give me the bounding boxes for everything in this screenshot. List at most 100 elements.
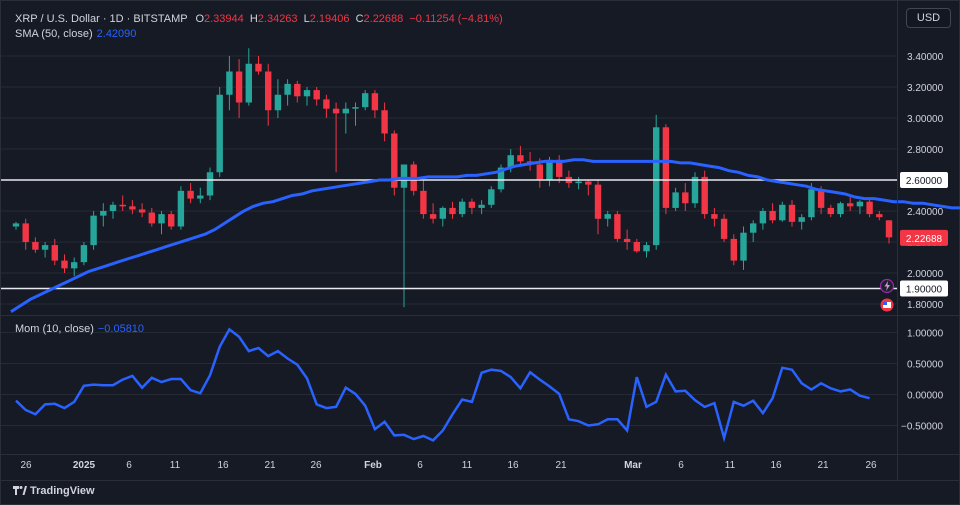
- candle: [61, 254, 68, 273]
- candle-body: [71, 262, 78, 269]
- candle: [71, 257, 78, 277]
- candle: [623, 229, 631, 250]
- candle-body: [206, 172, 214, 196]
- candle-body: [41, 245, 49, 250]
- candle: [197, 187, 204, 204]
- level-badge-low: 1.90000: [900, 280, 948, 297]
- candle: [119, 195, 126, 211]
- candle: [391, 130, 398, 196]
- candle-body: [362, 93, 369, 108]
- candle-body: [226, 71, 233, 95]
- candle: [129, 200, 136, 215]
- candle-body: [517, 155, 524, 162]
- time-tick-label: 26: [865, 460, 877, 471]
- tradingview-logo[interactable]: TradingView: [13, 485, 95, 497]
- symbol-title[interactable]: XRP / U.S. Dollar · 1D · BITSTAMP: [15, 13, 188, 25]
- chart-canvas[interactable]: 1.800002.000002.200002.400002.600002.800…: [1, 1, 960, 481]
- candle: [371, 90, 379, 118]
- candle: [633, 238, 640, 253]
- candle-body: [798, 217, 805, 222]
- candle: [711, 207, 718, 227]
- candle-body: [381, 110, 388, 134]
- candle-body: [158, 214, 165, 224]
- time-tick-label: 16: [507, 460, 519, 471]
- candle-body: [759, 211, 767, 224]
- time-tick-label: 6: [678, 460, 684, 471]
- lightning-icon[interactable]: [879, 278, 895, 294]
- candle: [294, 80, 301, 103]
- candle: [876, 211, 883, 221]
- logo-text: TradingView: [30, 485, 95, 497]
- candle: [866, 198, 873, 218]
- candle: [90, 211, 97, 250]
- candle-body: [420, 190, 427, 215]
- candle: [837, 201, 844, 218]
- candle: [400, 164, 408, 308]
- candle-body: [682, 192, 689, 204]
- currency-button[interactable]: USD: [906, 8, 951, 28]
- candle: [691, 172, 699, 208]
- candle: [827, 204, 834, 218]
- momentum-legend[interactable]: Mom (10, close) −0.05810: [15, 323, 144, 335]
- candle-body: [274, 94, 282, 111]
- candle-body: [788, 204, 796, 222]
- candle: [604, 211, 611, 227]
- candle: [41, 242, 49, 258]
- candle-body: [507, 155, 514, 168]
- candle-body: [352, 107, 359, 109]
- candle-body: [623, 238, 631, 242]
- candle-body: [391, 133, 398, 188]
- candle-body: [556, 159, 563, 177]
- momentum-tick-label: −0.50000: [901, 422, 943, 433]
- candle: [459, 198, 466, 218]
- candle: [187, 183, 194, 204]
- candle: [342, 102, 349, 134]
- candle-body: [187, 190, 194, 199]
- close-value: 2.22688: [363, 13, 404, 25]
- main-legend: XRP / U.S. Dollar · 1D · BITSTAMP O2.339…: [15, 12, 503, 42]
- candle: [255, 56, 262, 75]
- candle: [284, 79, 291, 106]
- candle-body: [323, 99, 330, 109]
- candle-body: [129, 206, 136, 210]
- candle-body: [400, 164, 408, 188]
- candle: [313, 87, 320, 106]
- price-tick-label: 2.00000: [907, 269, 944, 280]
- price-tick-label: 2.40000: [907, 207, 944, 218]
- candle-body: [332, 108, 340, 114]
- time-tick-label: 16: [770, 460, 782, 471]
- candle: [720, 214, 728, 242]
- candle-body: [827, 207, 834, 215]
- candle-body: [109, 204, 117, 211]
- candle: [750, 220, 757, 242]
- candle-body: [876, 214, 883, 218]
- candle: [80, 242, 88, 266]
- candle-body: [730, 238, 737, 261]
- tradingview-icon: [13, 486, 27, 495]
- candle-body: [691, 176, 699, 204]
- candle: [449, 201, 456, 219]
- candle-body: [779, 204, 786, 221]
- candle-body: [720, 218, 728, 239]
- flag-icon[interactable]: [880, 298, 894, 312]
- candle: [138, 203, 146, 218]
- candle: [323, 94, 330, 118]
- candle: [362, 90, 369, 111]
- candle-body: [371, 93, 379, 111]
- level-badge-low-text: 1.90000: [906, 285, 943, 296]
- candle: [740, 226, 747, 270]
- candle-body: [342, 108, 349, 114]
- candle-body: [633, 242, 640, 252]
- candle: [51, 238, 58, 266]
- sma-legend[interactable]: SMA (50, close) 2.42090: [15, 27, 503, 42]
- pane-separator: [1, 315, 960, 316]
- candle-body: [575, 181, 582, 184]
- candle-body: [662, 127, 670, 208]
- candle: [235, 59, 243, 118]
- candle: [556, 155, 563, 184]
- time-tick-label: 2025: [73, 460, 96, 471]
- candle-body: [429, 214, 437, 219]
- candle-body: [604, 214, 611, 219]
- candle: [585, 180, 592, 196]
